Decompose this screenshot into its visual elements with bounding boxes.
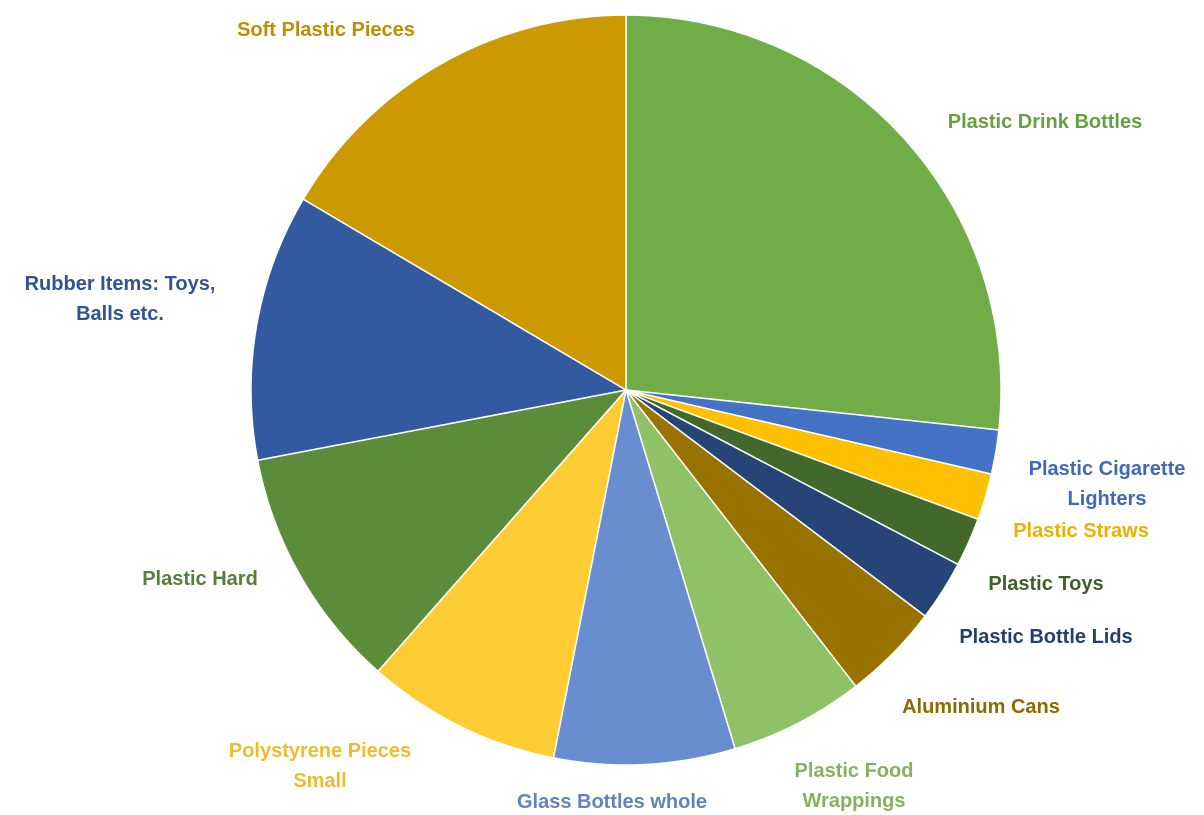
- pie-slice-glass-bottles-whole: [552, 389, 737, 766]
- pie-label-rubber-items: Rubber Items: Toys, Balls etc.: [25, 273, 216, 325]
- pie-slices: [250, 14, 1002, 766]
- pie-label-plastic-hard: Plastic Hard: [142, 568, 258, 590]
- pie-labels: Plastic Drink Bottles Plastic Cigarette Li…: [25, 19, 1186, 813]
- pie-slice-soft-plastic-pieces: [302, 14, 627, 392]
- pie-label-aluminium-cans: Aluminium Cans: [902, 696, 1060, 718]
- pie-label-soft-plastic-pieces: Soft Plastic Pieces: [237, 19, 415, 41]
- pie-slice-plastic-drink-bottles: [625, 14, 1002, 431]
- pie-label-polystyrene-pieces-small: Polystyrene Pieces Small: [229, 740, 411, 792]
- pie-label-plastic-drink-bottles: Plastic Drink Bottles: [948, 111, 1143, 133]
- pie-label-plastic-food-wrappings: Plastic Food Wrappings: [795, 760, 914, 812]
- pie-label-glass-bottles-whole: Glass Bottles whole: [517, 791, 707, 813]
- pie-label-plastic-cigarette-lighters: Plastic Cigarette Lighters: [1029, 458, 1186, 510]
- pie-label-plastic-toys: Plastic Toys: [988, 573, 1103, 595]
- pie-label-plastic-bottle-lids: Plastic Bottle Lids: [959, 626, 1132, 648]
- pie-label-plastic-straws: Plastic Straws: [1013, 520, 1149, 542]
- pie-slice-polystyrene-pieces-small: [376, 387, 628, 759]
- pie-slice-plastic-food-wrappings: [625, 389, 857, 750]
- pie-slice-rubber-items: [250, 198, 629, 462]
- pie-slice-plastic-hard: [256, 388, 629, 673]
